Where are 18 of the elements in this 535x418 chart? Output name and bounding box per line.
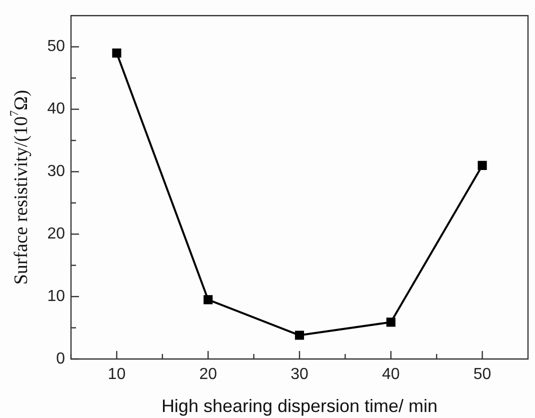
point — [112, 48, 122, 58]
x-tick-label: 30 — [290, 366, 308, 384]
y-tick-label: 30 — [47, 163, 66, 180]
y-tick-label: 0 — [56, 350, 66, 368]
y-tick-label: 20 — [47, 226, 66, 243]
x-axis-title: High shearing dispersion time/ min — [161, 396, 438, 416]
point — [204, 295, 213, 304]
point — [386, 318, 396, 327]
y-axis-title: Surface resistivity/(107Ω) — [7, 90, 32, 285]
point — [478, 160, 487, 170]
point — [294, 330, 304, 340]
x-tick-label: 40 — [382, 366, 400, 384]
y-tick-label: 10 — [47, 288, 66, 305]
x-tick-label: 50 — [473, 366, 492, 384]
x-tick-label: 10 — [108, 366, 126, 384]
y-tick-label: 50 — [47, 38, 66, 56]
x-tick-label: 20 — [199, 366, 218, 384]
y-tick-label: 40 — [47, 100, 66, 118]
